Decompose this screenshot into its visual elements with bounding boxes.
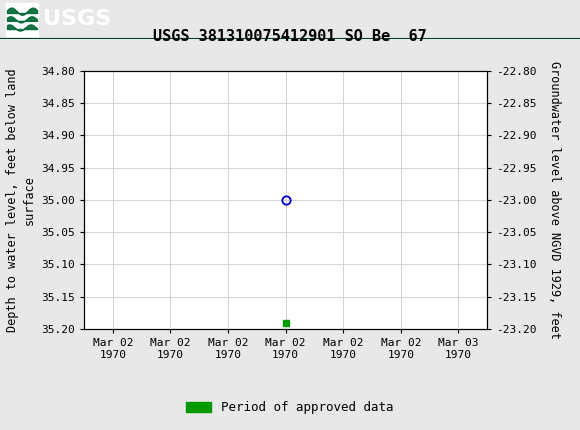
Text: USGS 381310075412901 SO Be  67: USGS 381310075412901 SO Be 67	[153, 29, 427, 44]
Bar	[6, 3, 38, 36]
Y-axis label: Groundwater level above NGVD 1929, feet: Groundwater level above NGVD 1929, feet	[548, 61, 561, 339]
Text: USGS: USGS	[43, 9, 111, 29]
Legend: Period of approved data: Period of approved data	[181, 396, 399, 419]
Y-axis label: Depth to water level, feet below land
surface: Depth to water level, feet below land su…	[6, 68, 36, 332]
